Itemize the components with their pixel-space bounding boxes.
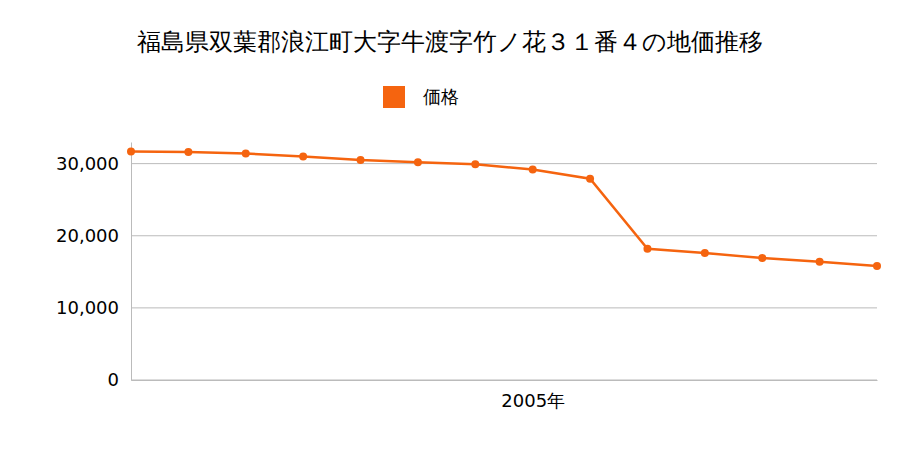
chart: 福島県双葉郡浪江町大字牛渡字竹ノ花３１番４の地価推移価格 0 10,000 20,00… (0, 0, 900, 450)
grid (131, 164, 877, 380)
y-tick-label: 30,000 (56, 153, 119, 174)
legend-label: 価格 (423, 86, 459, 107)
legend: 価格 (383, 86, 459, 108)
point (299, 152, 307, 160)
legend-swatch (383, 86, 405, 108)
y-tick-label: 20,000 (56, 225, 119, 246)
point (701, 249, 709, 257)
x-axis: 2005年 (132, 380, 878, 411)
point (529, 165, 537, 173)
y-tick: 30,000 (56, 153, 131, 174)
y-axis: 0 10,000 20,000 30,000 (56, 143, 131, 391)
y-tick-label: 10,000 (56, 297, 119, 318)
point (357, 156, 365, 164)
grid-line (131, 235, 877, 236)
marks (127, 147, 881, 270)
point (471, 160, 479, 168)
grid-line (131, 380, 877, 381)
y-tick: 0 (108, 369, 131, 390)
x-tick: 2005年 (501, 380, 565, 411)
point (586, 175, 594, 183)
point (816, 258, 824, 266)
y-tick: 20,000 (56, 225, 131, 246)
y-tick-label: 0 (108, 369, 119, 390)
grid-line (131, 307, 877, 308)
point (184, 148, 192, 156)
point (127, 147, 135, 155)
point (643, 245, 651, 253)
point (414, 158, 422, 166)
y-axis-line (131, 143, 132, 381)
grid-line (131, 163, 877, 164)
point (758, 254, 766, 262)
x-tick-label: 2005年 (501, 390, 565, 411)
line (131, 151, 877, 266)
point (242, 150, 250, 158)
y-tick: 10,000 (56, 297, 131, 318)
point (873, 262, 881, 270)
x-axis-line (132, 380, 878, 381)
title: 福島県双葉郡浪江町大字牛渡字竹ノ花３１番４の地価推移 (137, 28, 763, 56)
